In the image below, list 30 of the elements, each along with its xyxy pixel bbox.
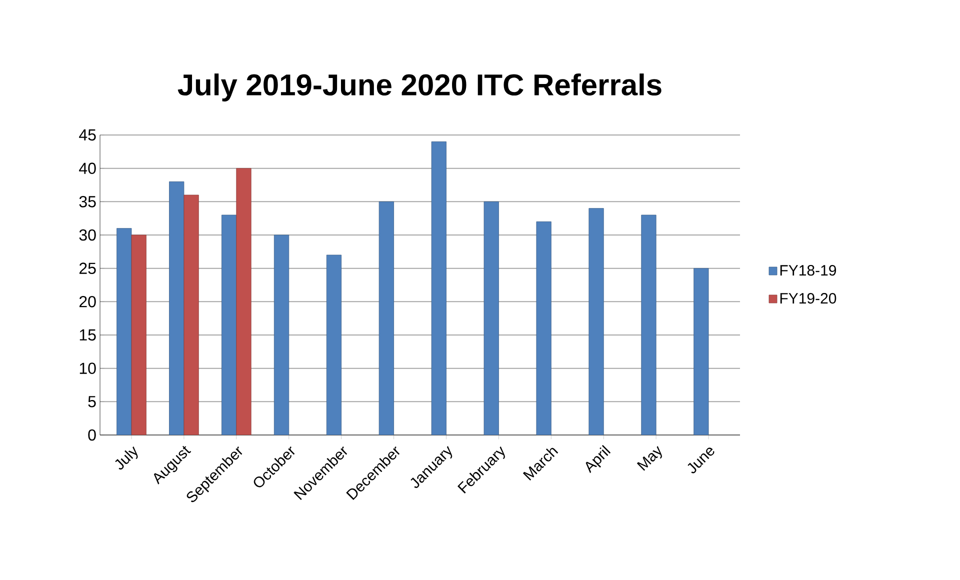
y-tick-label: 45 bbox=[79, 129, 96, 141]
bar bbox=[326, 254, 342, 435]
y-tick-label: 35 bbox=[79, 196, 96, 208]
bar bbox=[694, 268, 709, 435]
legend-label: FY19-20 bbox=[780, 292, 836, 304]
bar bbox=[236, 168, 252, 435]
y-tick-label: 0 bbox=[88, 429, 96, 441]
y-tick-label: 20 bbox=[79, 296, 96, 308]
y-tick-label: 25 bbox=[79, 262, 96, 274]
legend-label: FY18-19 bbox=[780, 265, 836, 276]
bar bbox=[641, 214, 656, 435]
bar bbox=[588, 208, 604, 435]
y-tick-label: 30 bbox=[79, 229, 96, 241]
bar bbox=[131, 234, 146, 435]
chart-title: July 2019-June 2020 ITC Referrals bbox=[178, 74, 662, 102]
y-tick-label: 15 bbox=[80, 329, 96, 341]
y-tick-label: 40 bbox=[79, 162, 96, 174]
bar bbox=[274, 234, 290, 435]
y-tick-label: 10 bbox=[80, 362, 96, 374]
y-tick-label: 5 bbox=[88, 396, 96, 408]
x-tick-label: May bbox=[636, 446, 662, 471]
bar bbox=[184, 194, 199, 435]
bar bbox=[378, 201, 394, 435]
bar bbox=[116, 228, 132, 435]
bar bbox=[484, 201, 499, 435]
bar bbox=[431, 141, 446, 435]
bar bbox=[536, 221, 552, 435]
bar bbox=[169, 181, 184, 435]
bar bbox=[222, 214, 237, 435]
x-tick-label: July bbox=[115, 446, 138, 470]
